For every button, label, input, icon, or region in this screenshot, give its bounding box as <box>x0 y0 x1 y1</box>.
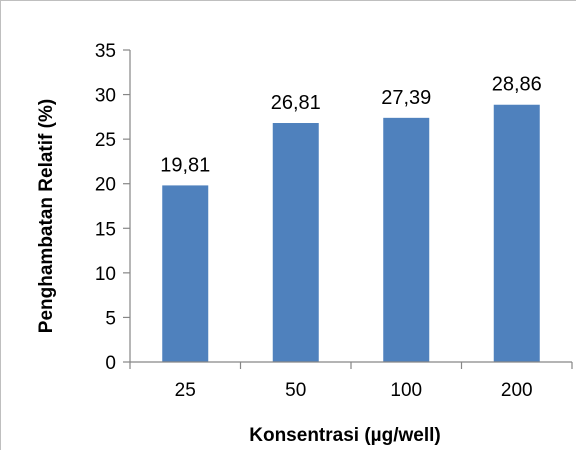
bar-50 <box>272 123 319 363</box>
x-tick-label: 100 <box>390 380 422 401</box>
data-label: 19,81 <box>160 154 210 176</box>
data-label: 28,86 <box>492 74 542 96</box>
bar-25 <box>162 185 209 362</box>
bar-200 <box>493 104 540 363</box>
data-label: 26,81 <box>271 92 321 114</box>
y-tick-label: 0 <box>105 353 116 374</box>
bar-series: 19,81 26,81 27,39 28,86 <box>160 74 542 363</box>
x-tick-label: 50 <box>285 380 306 401</box>
x-axis-ticks: 25 50 100 200 <box>129 362 573 401</box>
y-axis-ticks: 0 5 10 15 20 25 30 35 <box>95 41 130 374</box>
x-tick-label: 200 <box>501 380 533 401</box>
y-tick-label: 30 <box>95 86 116 107</box>
y-tick-label: 15 <box>95 219 116 240</box>
data-label: 27,39 <box>381 87 431 109</box>
y-tick-label: 35 <box>95 41 116 62</box>
x-tick-label: 25 <box>175 380 196 401</box>
y-tick-label: 10 <box>95 264 116 285</box>
bar-100 <box>383 117 430 363</box>
y-axis-title: Penghambatan Relatif (%) <box>36 99 57 333</box>
y-tick-label: 20 <box>95 175 116 196</box>
x-axis-title: Konsentrasi (µg/well) <box>249 425 440 446</box>
y-tick-label: 5 <box>105 308 116 329</box>
y-tick-label: 25 <box>95 130 116 151</box>
